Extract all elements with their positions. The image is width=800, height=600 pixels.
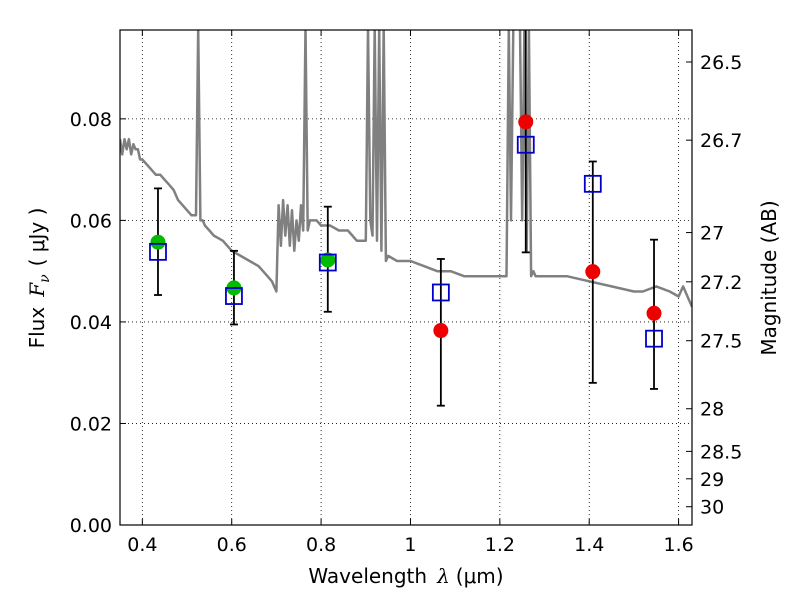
y2-tick-label: 29 [700, 469, 724, 491]
x-tick-label: 0.8 [306, 534, 336, 556]
secondary-y-axis-label: Magnitude (AB) [757, 200, 781, 355]
model-photometry-square [318, 253, 337, 272]
x-tick-label: 1.4 [574, 534, 604, 556]
red-data-point [646, 305, 662, 321]
y2-tick-label: 27.2 [700, 272, 742, 294]
y2-tick-label: 28.5 [700, 441, 742, 463]
y2-tick-label: 27.5 [700, 331, 742, 353]
y-tick-label: 0.06 [70, 210, 112, 232]
x-tick-label: 1.6 [663, 534, 693, 556]
model-photometry-square [516, 135, 535, 154]
axes: 0.4 0.6 0.8 1 1.2 1.4 1.6 0.00 0.02 0.04 0.06 0.08 2… [70, 30, 742, 556]
y2-tick-label: 30 [700, 497, 724, 519]
x-tick-label: 1.2 [485, 534, 515, 556]
plot-frame [119, 29, 693, 526]
y-tick-label: 0.08 [70, 109, 112, 131]
x-tick-label: 1 [404, 534, 416, 556]
y-axis-label: FluxFν( μJy ) [25, 208, 53, 349]
y2-tick-label: 28 [700, 399, 724, 421]
x-axis-label: Wavelength λ (μm) [308, 564, 503, 588]
red-data-point [518, 114, 534, 130]
x-tick-label: 0.4 [127, 534, 157, 556]
red-data-point [433, 323, 449, 339]
model-photometry-square [149, 242, 167, 261]
grid [120, 30, 692, 526]
y-tick-label: 0.04 [70, 312, 112, 334]
model-photometry-square [583, 174, 602, 193]
y-tick-label: 0.00 [70, 515, 112, 537]
model-spectrum-line [120, 30, 692, 308]
y2-tick-label: 27 [700, 223, 724, 245]
model-photometry-square [645, 329, 663, 348]
red-data-point [585, 264, 601, 280]
model-photometry-square [225, 287, 243, 305]
y-tick-label: 0.02 [70, 413, 112, 435]
plot-area [120, 30, 692, 407]
x-tick-label: 0.6 [217, 534, 247, 556]
model-photometry-square [431, 283, 450, 302]
y2-tick-label: 26.5 [700, 52, 742, 74]
green-data-point [150, 234, 166, 250]
y2-tick-label: 26.7 [700, 130, 742, 152]
green-data-point [320, 252, 336, 268]
